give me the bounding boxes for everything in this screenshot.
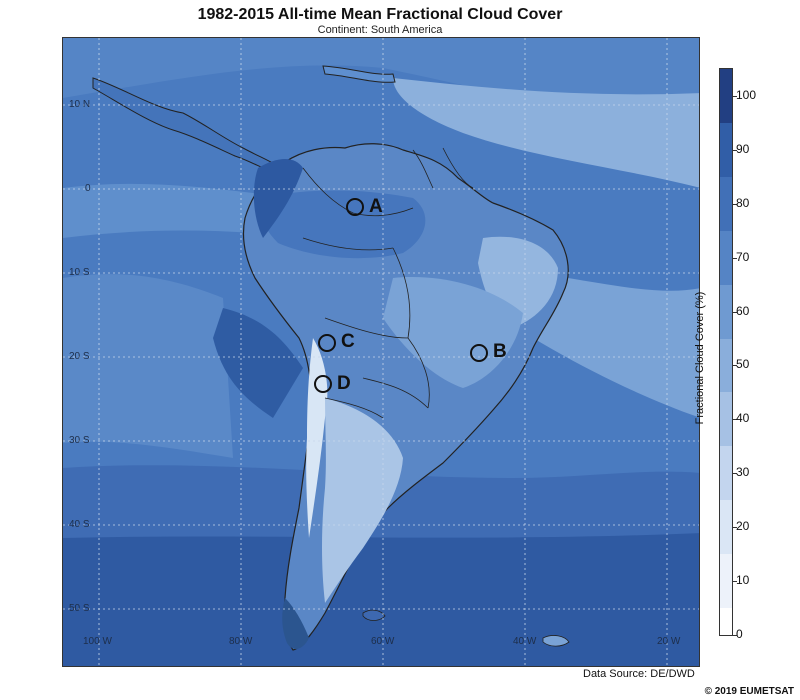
pacific-subtropic-band bbox=[63, 274, 233, 458]
colorbar-segment bbox=[720, 230, 732, 285]
data-source-note: Data Source: DE/DWD bbox=[583, 668, 695, 680]
colorbar-tick-label: 90 bbox=[736, 141, 750, 156]
marker-b bbox=[470, 344, 488, 362]
colorbar-tick bbox=[733, 581, 737, 583]
cloud-cover-map: 10 N 0 10 S 20 S 30 S 40 S 50 S 100 W 80… bbox=[62, 37, 700, 667]
colorbar-tick bbox=[733, 311, 737, 313]
colorbar-tick-label: 30 bbox=[736, 465, 750, 480]
caribbean-islands bbox=[322, 65, 396, 83]
marker-a bbox=[346, 198, 364, 216]
colorbar-tick-label: 40 bbox=[736, 411, 750, 426]
colorbar-tick bbox=[733, 149, 737, 151]
south-georgia-island bbox=[542, 635, 570, 647]
colorbar-segment bbox=[720, 500, 732, 555]
map-canvas bbox=[63, 38, 699, 666]
colorbar-tick bbox=[733, 419, 737, 421]
marker-c-label: C bbox=[341, 331, 355, 352]
lat-label-10n: 10 N bbox=[69, 99, 91, 110]
falkland-islands bbox=[362, 609, 386, 621]
lon-label-20w: 20 W bbox=[657, 636, 681, 647]
amazon-cloud-region bbox=[261, 190, 426, 259]
peru-stratocumulus-deck bbox=[213, 308, 303, 418]
lon-label-80w: 80 W bbox=[229, 636, 253, 647]
copyright-note: © 2019 EUMETSAT bbox=[704, 686, 794, 697]
marker-a-label: A bbox=[369, 196, 383, 217]
lon-label-60w: 60 W bbox=[371, 636, 395, 647]
map-subtitle: Continent: South America bbox=[317, 24, 443, 36]
lat-label-10s: 10 S bbox=[69, 267, 90, 278]
marker-b-label: B bbox=[493, 341, 507, 362]
lat-label-40s: 40 S bbox=[69, 519, 90, 530]
colorbar-tick bbox=[733, 527, 737, 529]
lon-label-40w: 40 W bbox=[513, 636, 537, 647]
colorbar-segment bbox=[720, 69, 732, 123]
lat-label-0: 0 bbox=[85, 183, 91, 194]
graticule bbox=[63, 38, 699, 666]
marker-d bbox=[314, 375, 332, 393]
colorbar-segment bbox=[720, 608, 732, 635]
colorbar-title: Fractional Cloud Cover (%) bbox=[694, 291, 706, 425]
southern-ocean-cloudy bbox=[63, 533, 699, 666]
lat-label-20s: 20 S bbox=[69, 351, 90, 362]
colorbar-segment bbox=[720, 446, 732, 501]
colorbar-tick bbox=[733, 365, 737, 367]
pacific-band-equator bbox=[63, 183, 303, 238]
colorbar-tick-label: 20 bbox=[736, 519, 750, 534]
colorbar-segment bbox=[720, 284, 732, 339]
central-brazil-region bbox=[383, 277, 523, 388]
colorbar-tick-label: 10 bbox=[736, 573, 750, 588]
colorbar-tick bbox=[733, 257, 737, 259]
lat-label-50s: 50 S bbox=[69, 603, 90, 614]
andes-north-cloudy bbox=[253, 159, 303, 238]
colorbar-segment bbox=[720, 392, 732, 447]
colorbar-tick-label: 80 bbox=[736, 195, 750, 210]
colorbar-tick-label: 50 bbox=[736, 357, 750, 372]
lon-label-100w: 100 W bbox=[83, 636, 112, 647]
colorbar-segment bbox=[720, 338, 732, 393]
colorbar-segment bbox=[720, 554, 732, 609]
colorbar-tick-label: 0 bbox=[736, 627, 743, 641]
colorbar-tick bbox=[733, 473, 737, 475]
patagonia-cloudy-tip bbox=[282, 598, 309, 650]
colorbar-tick bbox=[733, 635, 737, 636]
colorbar-tick-label: 70 bbox=[736, 249, 750, 264]
lat-label-30s: 30 S bbox=[69, 435, 90, 446]
map-title: 1982-2015 All-time Mean Fractional Cloud… bbox=[197, 6, 563, 23]
marker-d-label: D bbox=[337, 373, 351, 394]
colorbar bbox=[719, 68, 733, 636]
colorbar-tick-label: 60 bbox=[736, 303, 750, 318]
colorbar-tick bbox=[733, 95, 737, 97]
colorbar-segment bbox=[720, 176, 732, 231]
colorbar-tick bbox=[733, 203, 737, 205]
colorbar-tick-label: 100 bbox=[736, 87, 757, 102]
marker-c bbox=[318, 334, 336, 352]
colorbar-segment bbox=[720, 122, 732, 177]
